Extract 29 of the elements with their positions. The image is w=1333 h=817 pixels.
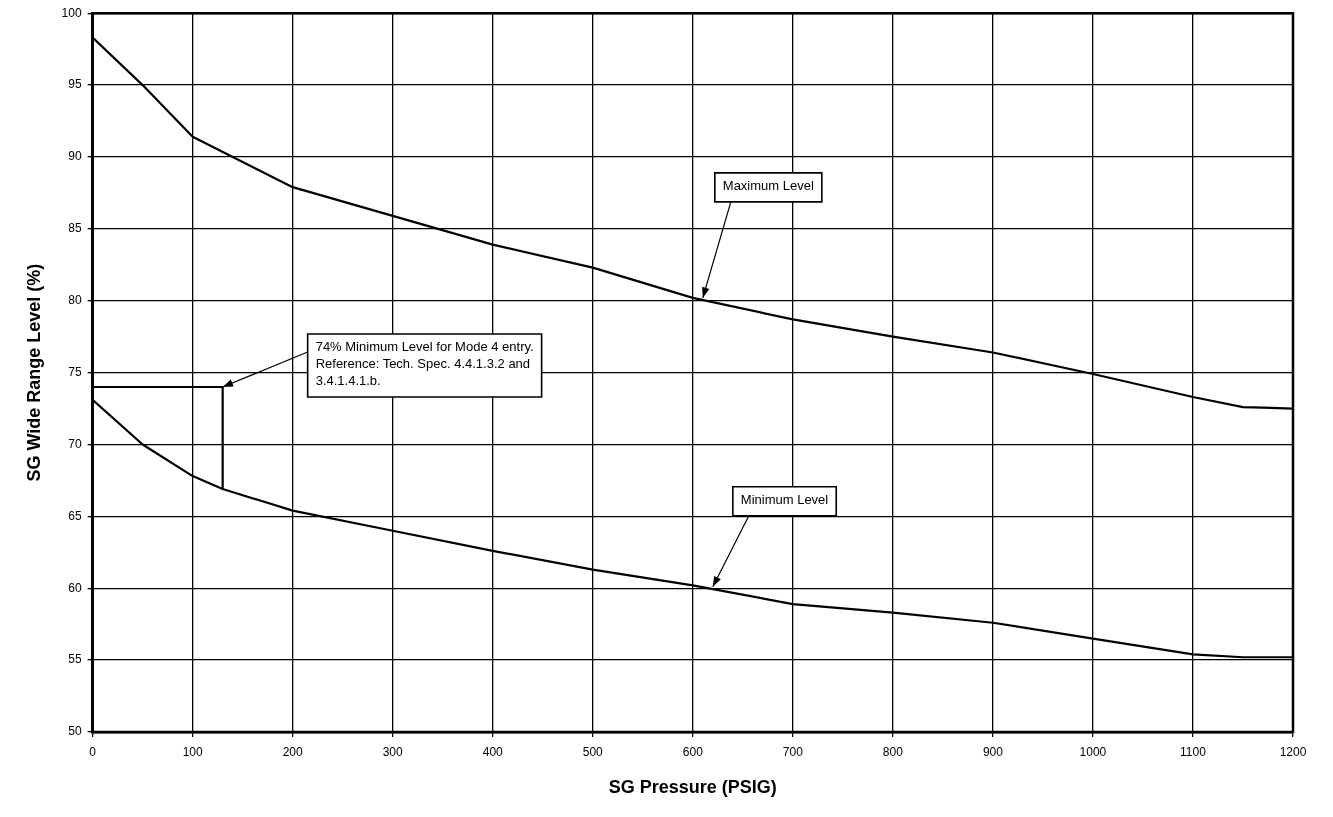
y-tick-label: 70 — [68, 436, 82, 451]
annotation: Minimum Level — [740, 491, 829, 507]
x-tick-label: 1000 — [1079, 744, 1107, 759]
y-tick-label: 55 — [68, 652, 82, 667]
y-tick-label: 100 — [61, 5, 82, 20]
x-axis-title: SG Pressure (PSIG) — [608, 777, 777, 798]
x-tick-label: 400 — [482, 744, 504, 759]
x-tick-label: 200 — [282, 744, 304, 759]
y-tick-label: 75 — [68, 364, 82, 379]
x-tick-label: 100 — [182, 744, 203, 759]
x-tick-label: 700 — [782, 744, 804, 759]
x-tick-label: 300 — [382, 744, 404, 759]
y-tick-label: 50 — [68, 724, 82, 739]
x-tick-label: 900 — [982, 744, 1004, 759]
y-axis-title: SG Wide Range Level (%) — [23, 263, 44, 482]
y-tick-label: 65 — [68, 508, 82, 523]
x-tick-label: 1100 — [1180, 744, 1207, 759]
x-tick-label: 800 — [882, 744, 904, 759]
y-tick-label: 95 — [68, 77, 82, 92]
y-tick-label: 85 — [68, 221, 82, 236]
y-tick-label: 90 — [68, 149, 82, 164]
y-tick-label: 80 — [68, 293, 82, 308]
y-tick-label: 60 — [68, 580, 82, 595]
x-tick-label: 0 — [89, 744, 97, 759]
x-tick-label: 1200 — [1279, 744, 1307, 759]
x-tick-label: 600 — [682, 744, 704, 759]
x-tick-label: 500 — [582, 744, 604, 759]
annotation: 74% Minimum Level for Mode 4 entry. Reference: Tech. Spec. 4.4.1.3.2 and 3.4.1.4.1.b. — [315, 339, 534, 389]
annotation: Maximum Level — [722, 177, 814, 193]
